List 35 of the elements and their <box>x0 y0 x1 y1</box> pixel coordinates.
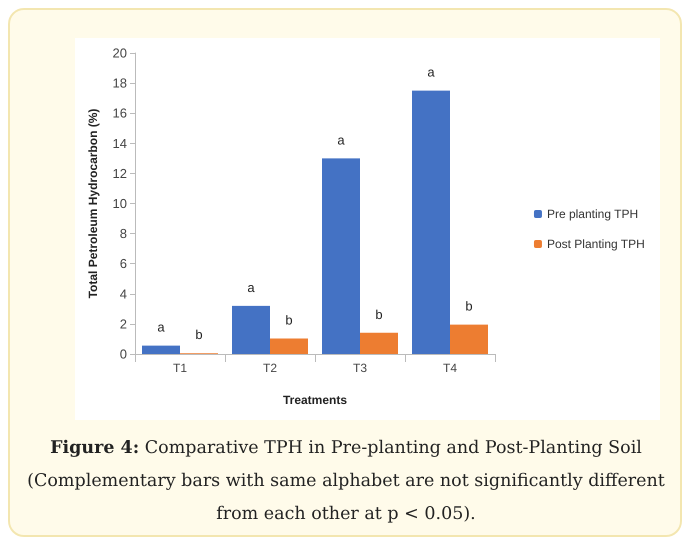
data-label: a <box>427 64 436 80</box>
data-label: b <box>285 312 293 328</box>
x-tick-label: T3 <box>352 361 368 375</box>
y-tick-label: 12 <box>112 166 127 181</box>
y-tick-label: 14 <box>112 136 127 151</box>
bar <box>360 332 398 354</box>
x-tick-label: T1 <box>172 361 188 375</box>
bar <box>142 346 180 354</box>
x-tick-label: T2 <box>262 361 278 375</box>
data-label: b <box>465 298 473 314</box>
bar <box>450 324 488 354</box>
bar <box>412 90 450 354</box>
data-label: b <box>375 306 383 322</box>
data-label: a <box>247 280 256 295</box>
x-axis-title: Treatments <box>282 393 348 407</box>
bar <box>270 338 308 354</box>
y-tick-label: 8 <box>120 226 127 242</box>
caption: Figure 4: Comparative TPH in Pre-planting and Post-Planting Soil (Complementary bars with same alphabet are not significantly different from each other at p < 0.05). <box>26 437 666 526</box>
bar <box>232 306 270 354</box>
y-tick-label: 0 <box>120 346 127 362</box>
y-tick-label: 20 <box>112 46 127 60</box>
data-label: a <box>157 320 166 335</box>
legend-label: Post Planting TPH <box>546 237 645 251</box>
y-tick-label: 4 <box>120 286 127 302</box>
y-tick-label: 18 <box>112 76 127 91</box>
y-tick-label: 10 <box>112 196 127 211</box>
data-label: a <box>337 132 346 148</box>
data-label: b <box>195 327 203 342</box>
y-tick-label: 16 <box>112 106 127 121</box>
bar <box>322 158 360 354</box>
legend-label: Pre planting TPH <box>546 207 638 221</box>
y-tick-label: 2 <box>120 316 127 332</box>
y-tick-label: 6 <box>120 256 127 272</box>
x-tick-label: T4 <box>442 361 458 375</box>
y-axis-title: Total Petroleum Hydrocarbon (%) <box>86 108 100 298</box>
